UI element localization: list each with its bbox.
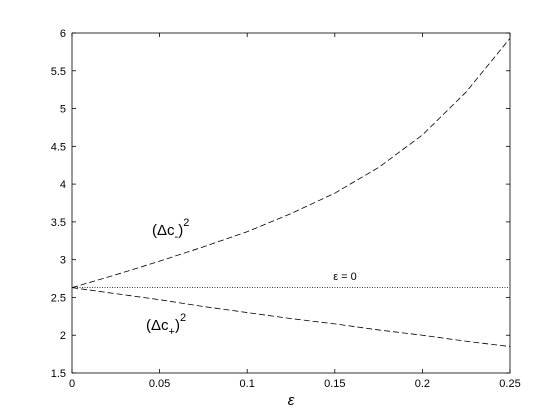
annotation-sup: 2 <box>180 312 186 324</box>
x-tick-label: 0.25 <box>499 378 520 390</box>
line-series <box>71 287 511 347</box>
y-tick-label: 6 <box>60 28 66 40</box>
annotation: ε = 0 <box>333 271 357 283</box>
annotation-sub: - <box>175 231 179 243</box>
x-tick-label: 0.05 <box>149 378 170 390</box>
y-tick-label: 5.5 <box>51 66 66 78</box>
x-tick-label: 0.15 <box>324 378 345 390</box>
line-series <box>71 38 511 289</box>
x-tick-label: 0.2 <box>415 378 430 390</box>
y-tick-label: 3 <box>60 255 66 267</box>
annotation-sub: + <box>169 326 175 338</box>
x-tick-label: 0.1 <box>240 378 255 390</box>
y-tick-label: 4.5 <box>51 141 66 153</box>
annotation-text: (Δc <box>146 317 169 334</box>
annotation: (Δc-)2 <box>152 217 189 243</box>
annotation: (Δc+)2 <box>146 312 186 338</box>
annotation-sup: 2 <box>183 217 189 229</box>
annotation-text: (Δc <box>152 222 175 239</box>
x-tick-label: 0 <box>69 378 75 390</box>
y-tick-label: 2 <box>60 330 66 342</box>
x-axis-label: ε <box>288 392 295 409</box>
y-tick-label: 2.5 <box>51 292 66 304</box>
y-tick-label: 3.5 <box>51 217 66 229</box>
annotation-text: ) <box>178 222 183 239</box>
axes-box <box>71 32 511 374</box>
y-tick-label: 1.5 <box>51 368 66 380</box>
annotation-text: ) <box>175 317 180 334</box>
y-tick-label: 5 <box>60 104 66 116</box>
y-tick-label: 4 <box>60 179 66 191</box>
